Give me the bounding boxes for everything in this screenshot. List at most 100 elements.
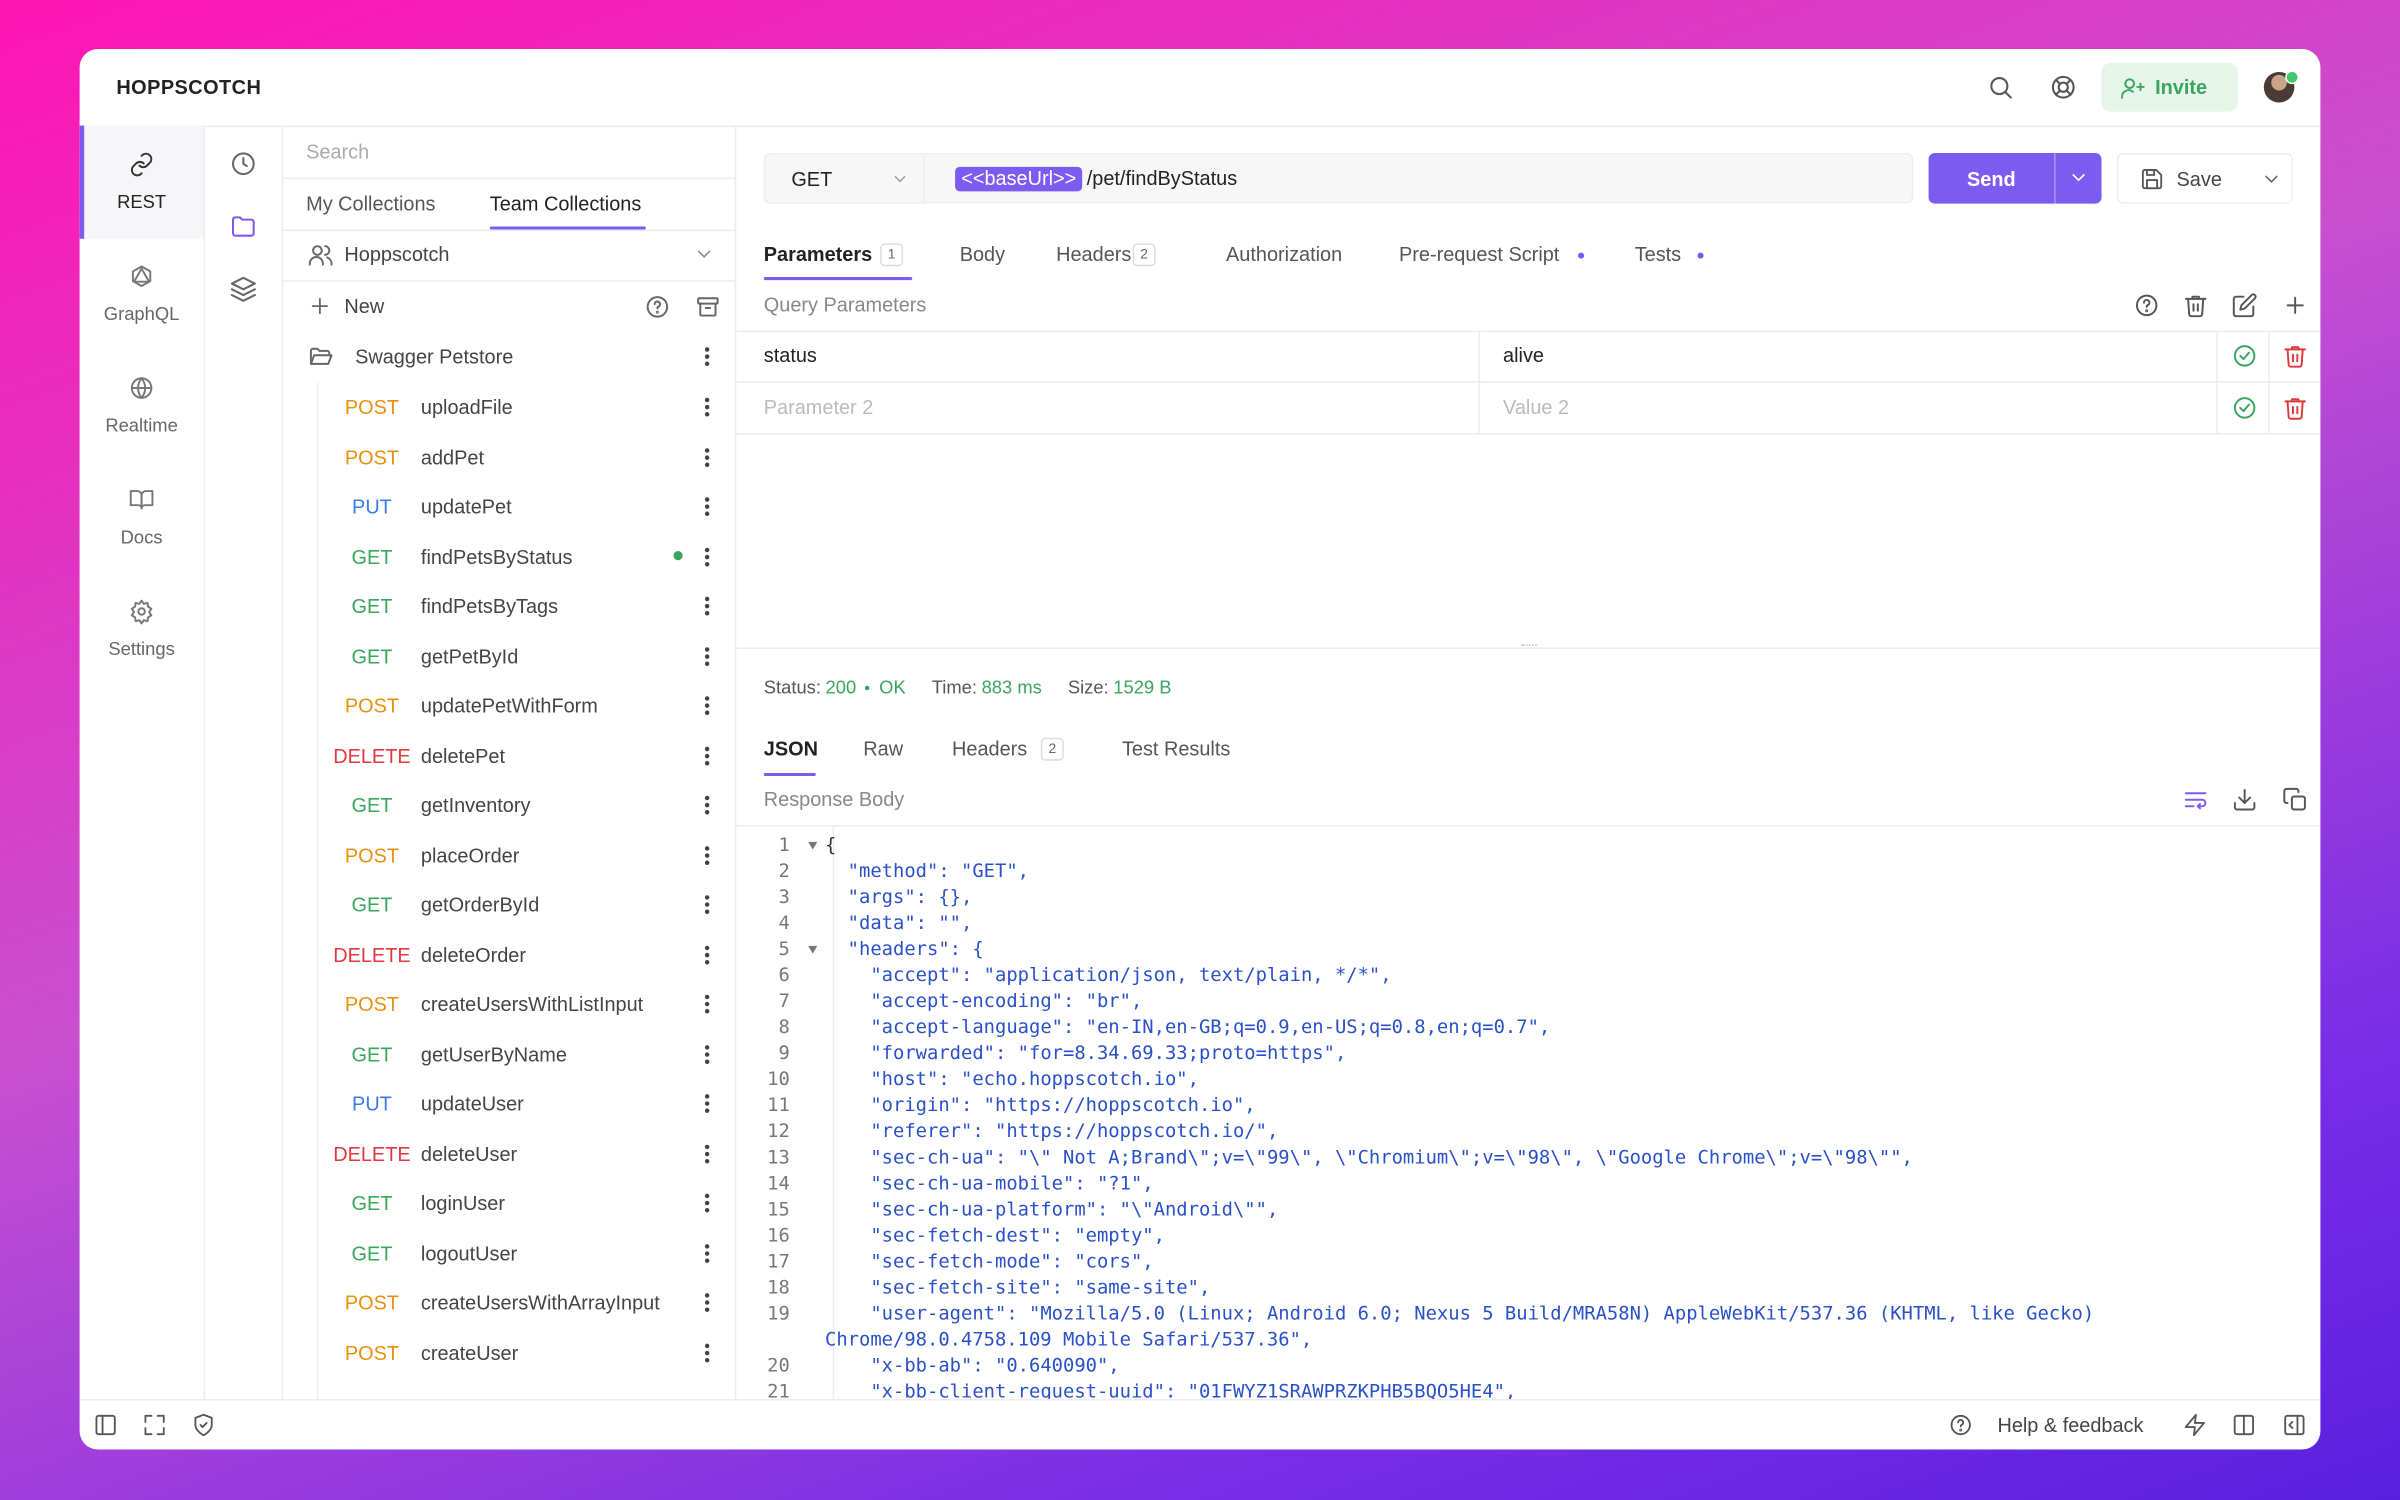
fold-arrow[interactable]: [808, 841, 818, 850]
params-action[interactable]: [2133, 292, 2159, 318]
request-item[interactable]: GET findPetsByStatus: [283, 532, 735, 581]
privacy[interactable]: [191, 1413, 215, 1437]
request-menu[interactable]: [695, 892, 719, 916]
request-item[interactable]: GET getPetById: [283, 631, 735, 680]
request-item[interactable]: GET getUserByName: [283, 1029, 735, 1078]
invite-button[interactable]: Invite: [2101, 62, 2238, 112]
params-action[interactable]: [2281, 292, 2307, 318]
download-button[interactable]: [2231, 786, 2257, 812]
request-menu[interactable]: [695, 992, 719, 1016]
fullscreen[interactable]: [142, 1413, 166, 1437]
method-select[interactable]: GET: [763, 153, 925, 204]
request-menu[interactable]: [695, 445, 719, 469]
request-item[interactable]: GET getOrderById: [283, 880, 735, 929]
request-menu[interactable]: [695, 494, 719, 518]
send-button[interactable]: Send: [1928, 153, 2102, 204]
history-button[interactable]: [230, 150, 258, 178]
param-delete[interactable]: [2281, 342, 2307, 368]
request-item[interactable]: POST updatePetWithForm: [283, 681, 735, 730]
wrap-button[interactable]: [2182, 786, 2208, 812]
params-action[interactable]: [2182, 292, 2208, 318]
new-button[interactable]: New: [344, 294, 385, 318]
request-menu[interactable]: [695, 1340, 719, 1364]
tab[interactable]: JSON: [763, 736, 818, 760]
nav-item[interactable]: GraphQL: [80, 237, 204, 349]
request-menu[interactable]: [695, 1290, 719, 1314]
request-menu[interactable]: [695, 544, 719, 568]
tab[interactable]: Body: [959, 242, 1006, 266]
tab[interactable]: Headers: [952, 736, 1028, 760]
request-menu[interactable]: [695, 1042, 719, 1066]
request-menu[interactable]: [695, 942, 719, 966]
save-button[interactable]: Save: [2116, 153, 2293, 204]
collection-tab[interactable]: Team Collections: [489, 192, 642, 216]
request-item[interactable]: POST createUsersWithArrayInput: [283, 1278, 735, 1327]
request-menu[interactable]: [695, 594, 719, 618]
request-item[interactable]: POST createUsersWithListInput: [283, 980, 735, 1029]
collections-button[interactable]: [230, 213, 258, 241]
tab[interactable]: Pre-request Script: [1398, 242, 1560, 266]
request-menu[interactable]: [695, 1141, 719, 1165]
toggle-panel[interactable]: [2282, 1413, 2306, 1437]
layout-columns[interactable]: [2232, 1413, 2256, 1437]
param-value[interactable]: alive: [1503, 343, 1545, 367]
request-menu[interactable]: [695, 1091, 719, 1115]
request-menu[interactable]: [695, 644, 719, 668]
fold-arrow[interactable]: [808, 945, 818, 954]
request-item[interactable]: GET findPetsByTags: [283, 582, 735, 631]
support-button[interactable]: [2049, 73, 2077, 101]
team-select[interactable]: Hoppscotch: [344, 242, 450, 266]
send-chevron[interactable]: [2068, 167, 2089, 188]
toggle-sidebar[interactable]: [93, 1413, 117, 1437]
request-item[interactable]: GET loginUser: [283, 1179, 735, 1228]
request-item[interactable]: POST addPet: [283, 432, 735, 481]
param-value[interactable]: Value 2: [1503, 395, 1570, 419]
request-item[interactable]: PUT updateUser: [283, 1079, 735, 1128]
tab[interactable]: Authorization: [1226, 242, 1343, 266]
collection-menu[interactable]: [695, 344, 719, 368]
nav-item[interactable]: Settings: [80, 572, 204, 684]
request-item[interactable]: POST placeOrder: [283, 830, 735, 879]
tab[interactable]: Tests: [1634, 242, 1682, 266]
team-chevron[interactable]: [693, 243, 714, 264]
request-menu[interactable]: [695, 843, 719, 867]
nav-item[interactable]: REST: [80, 126, 204, 238]
shortcuts[interactable]: [2183, 1413, 2207, 1437]
collection-name[interactable]: Swagger Petstore: [355, 345, 514, 369]
param-key[interactable]: Parameter 2: [763, 395, 874, 419]
search-input[interactable]: Search: [306, 140, 370, 164]
param-toggle[interactable]: [2231, 394, 2257, 420]
request-item[interactable]: DELETE deletePet: [283, 731, 735, 780]
request-item[interactable]: GET getInventory: [283, 781, 735, 830]
environments-button[interactable]: [230, 276, 258, 304]
request-item[interactable]: POST createUser: [283, 1328, 735, 1377]
tab[interactable]: Parameters: [763, 242, 873, 266]
url-input[interactable]: <<baseUrl>>/pet/findByStatus: [924, 153, 1914, 204]
help-icon[interactable]: [644, 293, 670, 319]
nav-item[interactable]: Docs: [80, 461, 204, 573]
collection-tab[interactable]: My Collections: [306, 192, 436, 216]
request-menu[interactable]: [695, 743, 719, 767]
param-toggle[interactable]: [2231, 342, 2257, 368]
param-delete[interactable]: [2281, 394, 2307, 420]
request-menu[interactable]: [695, 395, 719, 419]
archive-icon[interactable]: [694, 293, 720, 319]
request-item[interactable]: DELETE deleteUser: [283, 1129, 735, 1178]
help-feedback[interactable]: Help & feedback: [1997, 1413, 2144, 1437]
copy-button[interactable]: [2281, 786, 2307, 812]
request-item[interactable]: DELETE deleteOrder: [283, 930, 735, 979]
tab[interactable]: Raw: [863, 736, 904, 760]
request-item[interactable]: POST uploadFile: [283, 383, 735, 432]
request-item[interactable]: GET logoutUser: [283, 1228, 735, 1277]
tab[interactable]: Headers: [1056, 242, 1132, 266]
request-menu[interactable]: [695, 793, 719, 817]
request-item[interactable]: PUT updatePet: [283, 482, 735, 531]
params-action[interactable]: [2231, 292, 2257, 318]
request-menu[interactable]: [695, 1241, 719, 1265]
tab[interactable]: Test Results: [1121, 736, 1231, 760]
nav-item[interactable]: Realtime: [80, 349, 204, 461]
request-menu[interactable]: [695, 1191, 719, 1215]
request-menu[interactable]: [695, 693, 719, 717]
search-button[interactable]: [1987, 73, 2015, 101]
save-chevron[interactable]: [2261, 168, 2282, 189]
